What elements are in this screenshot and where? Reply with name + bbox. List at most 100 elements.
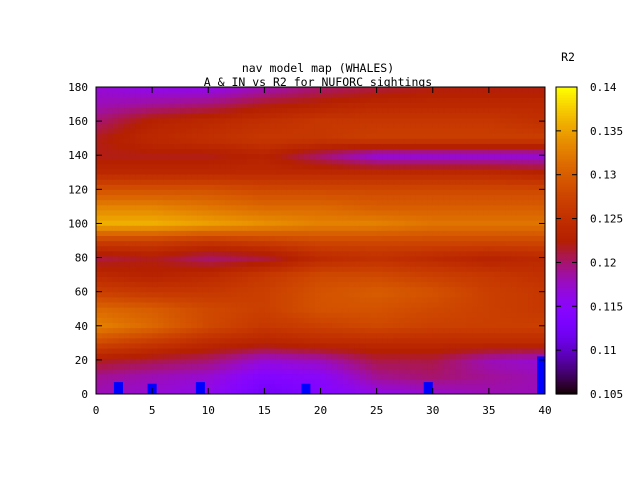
heatmap-cell	[118, 347, 125, 354]
heatmap-cell	[101, 245, 108, 252]
heatmap-cell	[528, 301, 535, 308]
heatmap-cell	[140, 199, 148, 206]
heatmap-cell	[505, 255, 512, 262]
heatmap-cell	[298, 235, 305, 242]
heatmap-cell	[208, 173, 215, 180]
colorbar-segment	[556, 240, 577, 244]
heatmap-cell	[320, 342, 327, 349]
heatmap-cell	[320, 148, 327, 155]
heatmap-cell	[208, 148, 215, 155]
heatmap-cell	[107, 209, 114, 216]
heatmap-cell	[387, 363, 395, 370]
heatmap-cell	[298, 92, 305, 98]
heatmap-cell	[208, 260, 215, 267]
heatmap-cell	[191, 383, 198, 390]
heatmap-cell	[337, 194, 344, 201]
heatmap-cell	[124, 353, 131, 359]
heatmap-cell	[516, 235, 524, 242]
heatmap-cell	[230, 173, 237, 180]
heatmap-cell	[124, 255, 131, 262]
heatmap-cell	[427, 358, 434, 364]
heatmap-cell	[213, 373, 221, 380]
heatmap-cell	[533, 189, 540, 196]
heatmap-cell	[174, 240, 181, 247]
heatmap-cell	[314, 117, 322, 124]
heatmap-cell	[281, 153, 288, 160]
heatmap-cell	[432, 296, 439, 303]
heatmap-cell	[500, 117, 507, 124]
heatmap-cell	[354, 214, 361, 221]
heatmap-cell	[472, 383, 479, 390]
heatmap-cell	[539, 184, 545, 190]
heatmap-cell	[286, 117, 294, 124]
heatmap-cell	[197, 92, 204, 98]
heatmap-cell	[298, 189, 305, 196]
heatmap-cell	[225, 271, 232, 277]
heatmap-cell	[275, 148, 282, 155]
heatmap-cell	[466, 214, 473, 221]
heatmap-cell	[376, 368, 383, 375]
heatmap-cell	[298, 312, 305, 318]
heatmap-cell	[146, 363, 153, 370]
heatmap-cell	[455, 87, 462, 93]
heatmap-cell	[348, 87, 355, 93]
heatmap-cell	[342, 127, 350, 134]
heatmap-cell	[511, 112, 518, 119]
heatmap-cell	[371, 220, 378, 226]
heatmap-cell	[236, 337, 243, 344]
heatmap-cell	[342, 225, 350, 231]
heatmap-cell	[331, 143, 338, 149]
heatmap-cell	[241, 138, 249, 144]
heatmap-cell	[376, 189, 383, 196]
heatmap-cell	[146, 214, 153, 221]
heatmap-cell	[191, 322, 198, 329]
heatmap-cell	[174, 189, 181, 196]
heatmap-cell	[241, 245, 249, 252]
heatmap-cell	[213, 301, 221, 308]
heatmap-cell	[247, 255, 254, 262]
heatmap-cell	[230, 281, 237, 288]
heatmap-cell	[264, 220, 271, 226]
heatmap-cell	[382, 363, 389, 370]
heatmap-cell	[107, 214, 114, 221]
heatmap-cell	[264, 92, 271, 98]
heatmap-cell	[314, 220, 322, 226]
heatmap-cell	[309, 235, 316, 242]
heatmap-cell	[337, 388, 344, 394]
heatmap-cell	[163, 245, 170, 252]
heatmap-cell	[449, 168, 456, 175]
heatmap-cell	[466, 255, 473, 262]
heatmap-cell	[443, 342, 451, 349]
heatmap-cell	[309, 250, 316, 257]
heatmap-cell	[539, 153, 545, 160]
heatmap-cell	[152, 353, 159, 359]
heatmap-cell	[208, 199, 215, 206]
heatmap-cell	[432, 168, 439, 175]
heatmap-cell	[393, 286, 400, 293]
heatmap-cell	[331, 388, 338, 394]
heatmap-cell	[191, 117, 198, 124]
heatmap-cell	[528, 368, 535, 375]
heatmap-cell	[539, 312, 545, 318]
heatmap-cell	[500, 230, 507, 236]
heatmap-cell	[522, 291, 529, 298]
heatmap-cell	[163, 255, 170, 262]
heatmap-cell	[421, 143, 428, 149]
heatmap-cell	[511, 133, 518, 139]
heatmap-cell	[371, 127, 378, 134]
heatmap-cell	[348, 286, 355, 293]
heatmap-cell	[213, 92, 221, 98]
heatmap-cell	[208, 255, 215, 262]
heatmap-cell	[208, 286, 215, 293]
heatmap-cell	[539, 353, 545, 359]
heatmap-cell	[298, 230, 305, 236]
heatmap-cell	[157, 220, 164, 226]
heatmap-cell	[460, 214, 468, 221]
heatmap-cell	[107, 225, 114, 231]
heatmap-cell	[236, 291, 243, 298]
heatmap-cell	[533, 133, 540, 139]
heatmap-cell	[241, 214, 249, 221]
heatmap-cell	[202, 353, 209, 359]
heatmap-cell	[393, 117, 400, 124]
heatmap-cell	[191, 220, 198, 226]
